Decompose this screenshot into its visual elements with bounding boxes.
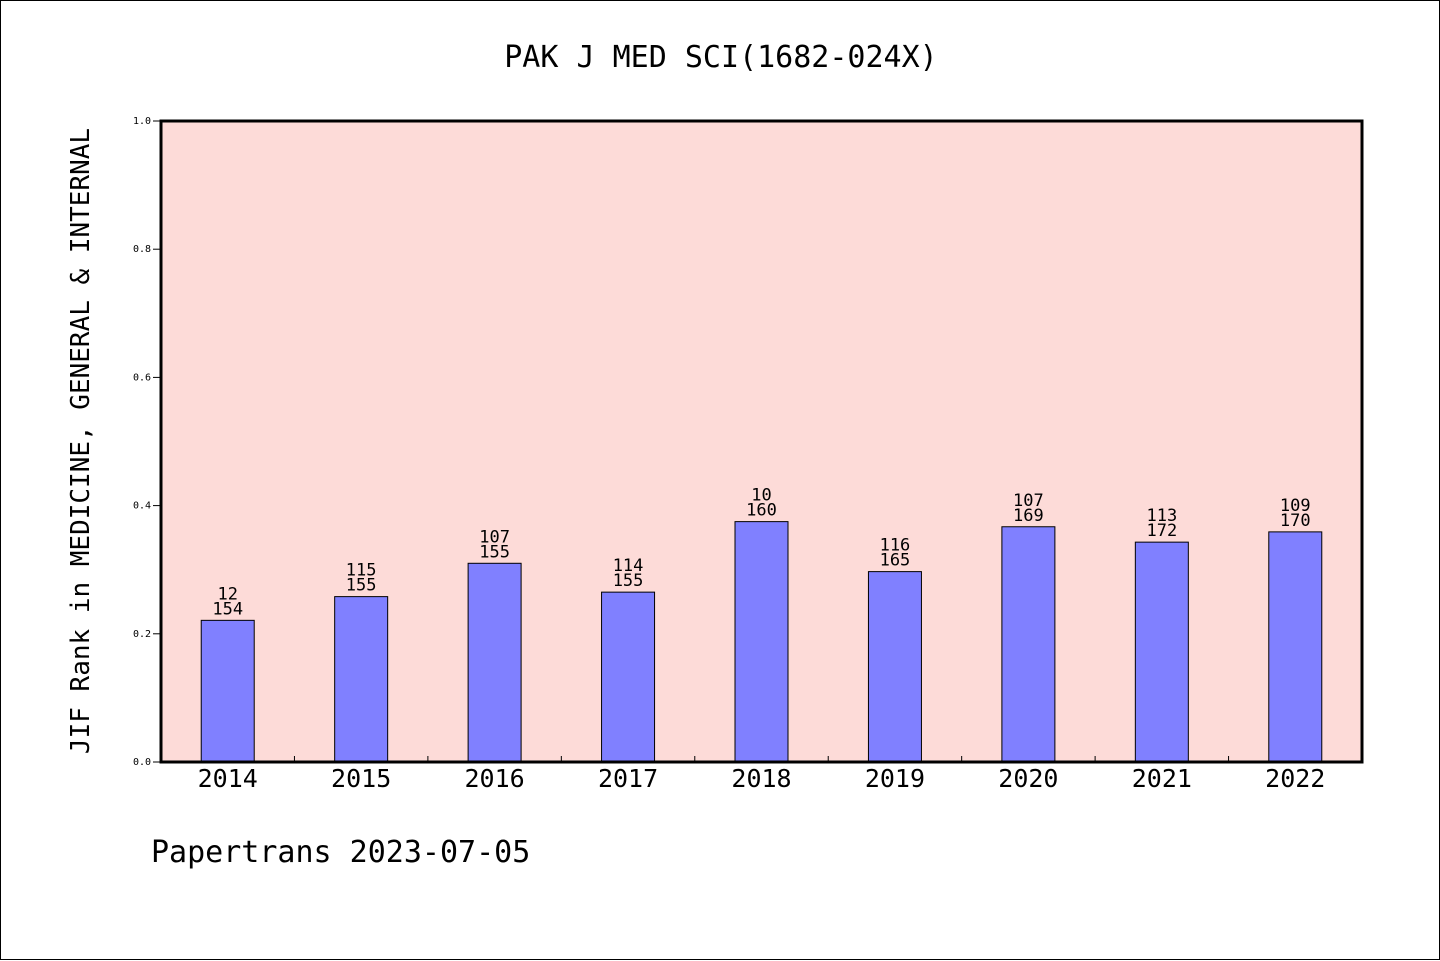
- bar-rank-label-2017: 114: [613, 556, 644, 576]
- bar-total-label-2018: 160: [746, 501, 777, 521]
- bar-rank-label-2021: 113: [1146, 506, 1177, 526]
- bar-total-label-2020: 169: [1013, 506, 1044, 526]
- bar-2020: [1001, 526, 1056, 763]
- y-axis-label: JIF Rank in MEDICINE, GENERAL & INTERNAL: [66, 128, 96, 754]
- footer-credit: Papertrans 2023-07-05: [151, 835, 531, 870]
- bar-total-label-2015: 155: [346, 576, 377, 596]
- bar-2019: [867, 571, 922, 763]
- bar-rank-label-2018: 10: [751, 486, 771, 506]
- bar-2016: [467, 562, 522, 763]
- bar-2017: [601, 591, 656, 763]
- x-tick-label-2017: 2017: [598, 764, 658, 793]
- x-tick-label-2022: 2022: [1265, 764, 1325, 793]
- bar-2014: [200, 619, 255, 763]
- bar-2022: [1268, 531, 1323, 763]
- bar-rank-label-2022: 109: [1280, 496, 1311, 516]
- bar-rank-label-2019: 116: [880, 536, 911, 556]
- y-tick-label-0.0: 0.0: [133, 757, 151, 768]
- x-tick-label-2021: 2021: [1132, 764, 1192, 793]
- y-tick-label-1.0: 1.0: [133, 116, 151, 127]
- plot-border: [159, 119, 1364, 764]
- x-tick-label-2019: 2019: [865, 764, 925, 793]
- x-tick-label-2014: 2014: [198, 764, 258, 793]
- bar-total-label-2017: 155: [613, 571, 644, 591]
- x-axis: 2014 2015 2016 2017 2018 2019 2020 2021 2022: [198, 756, 1325, 793]
- chart-title: PAK J MED SCI(1682-024X): [504, 40, 937, 75]
- bar-rank-label-2015: 115: [346, 561, 377, 581]
- bar-rank-label-2016: 107: [479, 527, 510, 547]
- bar-total-label-2014: 154: [212, 599, 243, 619]
- bar-rank-label-2014: 12: [217, 584, 237, 604]
- bar-total-label-2021: 172: [1146, 521, 1177, 541]
- bar-total-label-2022: 170: [1280, 511, 1311, 531]
- y-tick-label-0.8: 0.8: [133, 244, 151, 255]
- y-tick-label-0.2: 0.2: [133, 629, 151, 640]
- x-tick-label-2016: 2016: [465, 764, 525, 793]
- bar-2015: [334, 596, 389, 763]
- bars-layer: [200, 521, 1323, 763]
- bar-2018: [734, 521, 789, 763]
- y-tick-label-0.6: 0.6: [133, 372, 151, 383]
- x-tick-label-2020: 2020: [998, 764, 1058, 793]
- bar-rank-label-2020: 107: [1013, 491, 1044, 511]
- y-tick-label-0.4: 0.4: [133, 501, 151, 512]
- bar-total-label-2016: 155: [479, 542, 510, 562]
- bar-2021: [1134, 541, 1189, 763]
- bar-total-label-2019: 165: [880, 551, 911, 571]
- y-axis: 0.0 0.2 0.4 0.6 0.8 1.0: [133, 116, 161, 768]
- x-tick-label-2018: 2018: [731, 764, 791, 793]
- x-tick-label-2015: 2015: [331, 764, 391, 793]
- labels-layer: 1215411515510715511415510160116165107169…: [212, 486, 1310, 620]
